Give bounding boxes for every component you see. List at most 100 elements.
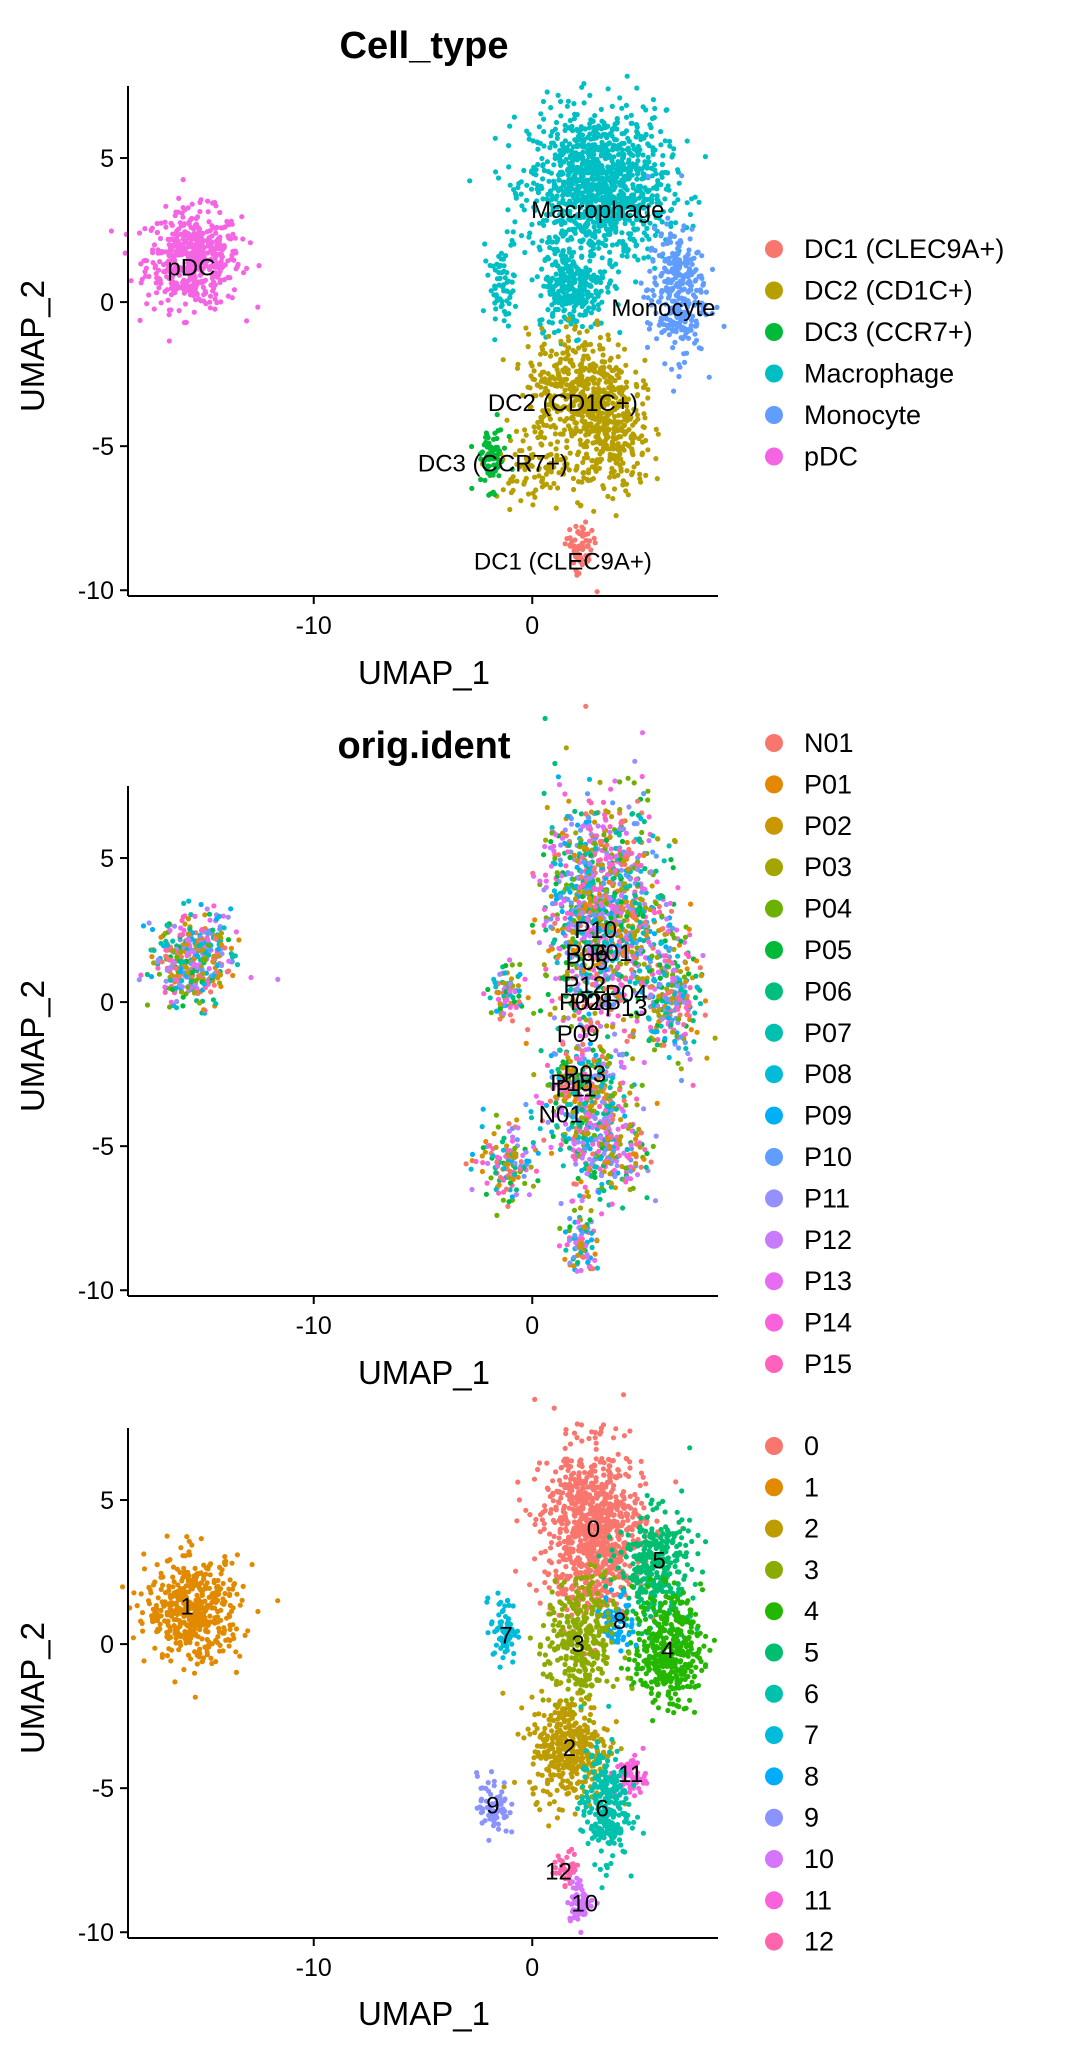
- data-point: [572, 808, 578, 815]
- data-point: [154, 229, 160, 235]
- data-point: [612, 778, 618, 784]
- data-point: [601, 143, 607, 149]
- data-point: [151, 242, 158, 248]
- data-point: [571, 276, 578, 282]
- data-point: [539, 344, 545, 350]
- data-point: [191, 226, 197, 232]
- data-point: [627, 876, 633, 882]
- data-point: [541, 852, 547, 858]
- data-point: [504, 417, 510, 423]
- data-point: [206, 911, 213, 917]
- data-point: [518, 191, 524, 197]
- data-point: [483, 434, 489, 440]
- data-point: [660, 209, 667, 215]
- data-point: [608, 470, 614, 476]
- data-point: [672, 191, 678, 197]
- data-point: [617, 779, 623, 785]
- data-point: [662, 138, 668, 144]
- data-point: [601, 169, 607, 176]
- data-point: [621, 346, 628, 352]
- data-point: [482, 477, 488, 483]
- data-point: [581, 301, 587, 307]
- data-point: [675, 258, 681, 264]
- data-point: [667, 143, 673, 149]
- data-point: [598, 438, 604, 444]
- data-point: [531, 171, 537, 177]
- data-point: [161, 943, 167, 949]
- data-point: [526, 331, 532, 337]
- data-point: [645, 154, 651, 160]
- data-point: [501, 288, 507, 294]
- data-point: [653, 900, 659, 907]
- data-point: [176, 243, 183, 250]
- data-point: [549, 262, 556, 268]
- data-point: [506, 311, 512, 317]
- data-point: [156, 285, 162, 291]
- data-point: [601, 880, 607, 887]
- data-point: [530, 240, 536, 246]
- legend-label: DC3 (CCR7+): [804, 317, 973, 347]
- x-tick-label: 0: [525, 612, 539, 640]
- data-point: [673, 329, 679, 335]
- data-point: [599, 255, 605, 261]
- data-point: [555, 306, 561, 313]
- data-point: [624, 853, 630, 860]
- data-point: [144, 301, 150, 307]
- data-point: [542, 872, 549, 878]
- data-point: [554, 916, 561, 922]
- data-point: [229, 295, 235, 301]
- data-point: [546, 178, 552, 184]
- data-point: [637, 471, 643, 477]
- data-point: [199, 927, 205, 933]
- data-point: [636, 836, 643, 842]
- data-point: [581, 353, 587, 359]
- data-point: [559, 873, 565, 879]
- data-point: [633, 134, 639, 140]
- data-point: [560, 171, 566, 177]
- data-point: [637, 852, 643, 858]
- data-point: [613, 853, 620, 859]
- data-point: [554, 870, 560, 876]
- data-point: [628, 231, 634, 237]
- data-point: [525, 491, 532, 497]
- data-point: [244, 265, 250, 271]
- data-point: [578, 245, 584, 251]
- data-point: [645, 287, 651, 293]
- data-point: [564, 910, 571, 916]
- data-point: [595, 823, 601, 829]
- data-point: [149, 926, 156, 933]
- data-point: [573, 428, 579, 435]
- data-point: [521, 167, 527, 174]
- data-point: [663, 107, 669, 113]
- data-point: [598, 106, 604, 112]
- y-tick-label: 5: [100, 145, 114, 173]
- data-point: [180, 914, 186, 920]
- data-point: [599, 862, 605, 868]
- data-point: [186, 931, 192, 937]
- y-tick-label: 0: [100, 289, 114, 317]
- data-point: [172, 976, 178, 983]
- data-point: [549, 946, 555, 952]
- data-point: [547, 485, 553, 491]
- data-point: [630, 422, 636, 428]
- data-point: [539, 266, 545, 272]
- data-point: [583, 819, 589, 825]
- data-point: [549, 348, 555, 354]
- data-point: [538, 429, 544, 435]
- data-point: [615, 441, 621, 447]
- data-point: [191, 271, 197, 277]
- data-point: [621, 130, 627, 136]
- data-point: [622, 220, 628, 227]
- data-point: [158, 280, 164, 286]
- data-point: [219, 951, 225, 957]
- data-point: [685, 252, 691, 258]
- data-point: [500, 357, 506, 363]
- data-point: [178, 925, 184, 931]
- data-point: [665, 215, 671, 221]
- data-point: [150, 247, 156, 253]
- data-point: [617, 151, 623, 157]
- data-point: [557, 381, 563, 387]
- data-point: [208, 989, 214, 995]
- data-point: [663, 287, 669, 293]
- data-point: [667, 138, 673, 144]
